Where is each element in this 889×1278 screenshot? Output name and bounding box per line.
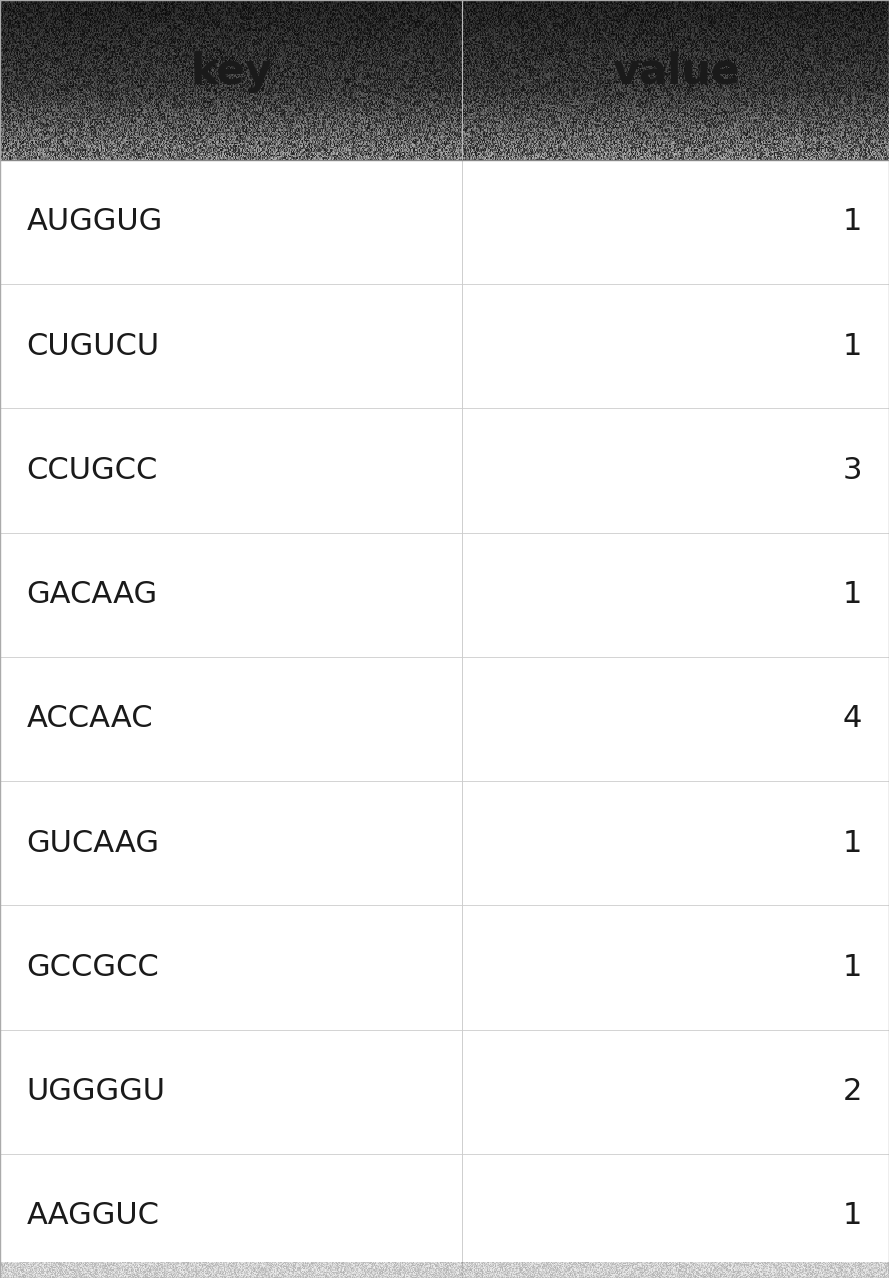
Text: 4: 4 (843, 704, 862, 734)
Text: UGGGGU: UGGGGU (27, 1077, 165, 1107)
Text: GACAAG: GACAAG (27, 580, 157, 610)
Text: 1: 1 (843, 953, 862, 982)
Text: CCUGCC: CCUGCC (27, 456, 158, 484)
Text: 1: 1 (843, 1201, 862, 1231)
Text: key: key (190, 51, 272, 93)
Text: 1: 1 (843, 828, 862, 858)
Text: 1: 1 (843, 580, 862, 610)
Text: AAGGUC: AAGGUC (27, 1201, 160, 1231)
Text: ACCAAC: ACCAAC (27, 704, 153, 734)
Text: AUGGUG: AUGGUG (27, 207, 163, 236)
Text: 2: 2 (843, 1077, 862, 1107)
Text: value: value (612, 51, 740, 93)
Text: GUCAAG: GUCAAG (27, 828, 160, 858)
Text: 3: 3 (843, 456, 862, 484)
Text: CUGUCU: CUGUCU (27, 331, 160, 360)
Text: GCCGCC: GCCGCC (27, 953, 159, 982)
Text: 1: 1 (843, 207, 862, 236)
Text: 1: 1 (843, 331, 862, 360)
Bar (0, 160, 889, 1278)
